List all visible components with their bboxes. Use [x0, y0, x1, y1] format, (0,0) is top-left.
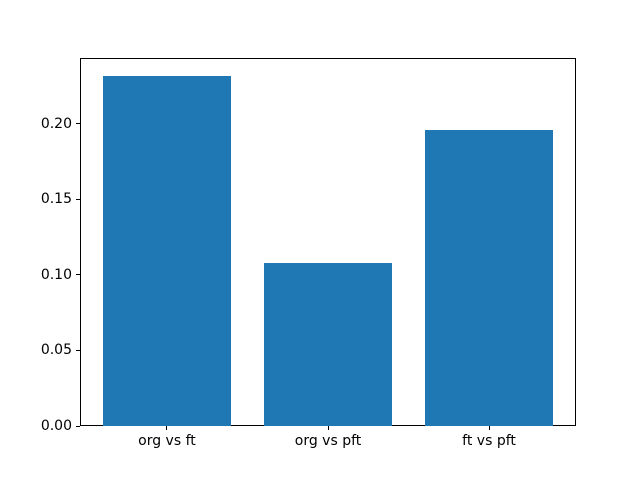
x-tick-label: ft vs pft: [462, 433, 516, 449]
y-tick-mark: [76, 349, 80, 351]
y-tick-label: 0.20: [40, 115, 72, 132]
bar: [263, 262, 393, 426]
y-tick-mark: [76, 274, 80, 276]
bar: [424, 129, 554, 426]
x-tick-mark: [327, 426, 329, 430]
y-tick-mark: [76, 123, 80, 125]
x-tick-label: org vs ft: [138, 433, 196, 449]
x-tick-mark: [488, 426, 490, 430]
y-tick-mark: [76, 425, 80, 427]
y-tick-label: 0.05: [40, 342, 72, 359]
y-tick-label: 0.15: [40, 191, 72, 208]
y-tick-label: 0.10: [40, 266, 72, 283]
x-tick-label: org vs pft: [294, 433, 362, 449]
y-tick-mark: [76, 198, 80, 200]
x-tick-mark: [166, 426, 168, 430]
y-tick-label: 0.00: [40, 418, 72, 434]
bar: [102, 75, 232, 426]
